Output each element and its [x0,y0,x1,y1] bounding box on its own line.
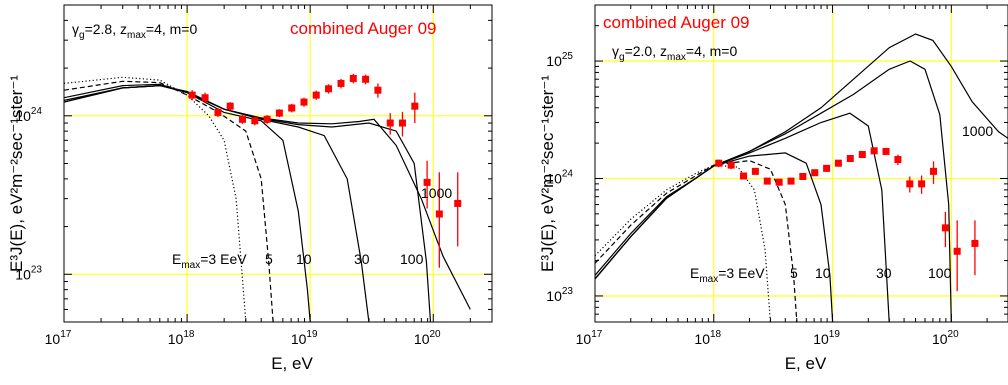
y-tick-label-2: 1024 [15,106,42,124]
curve-label-5: 100 [928,265,952,281]
curve-label-4: 30 [354,251,370,267]
data-point-13 [858,151,866,159]
chart-panel-2: 1017 1018 1019 1020 1023 1024 1025 E, eV E³J(E),… [538,4,1008,373]
y-axis-label: E³J(E), eV²m⁻²sec⁻¹ster⁻¹ [538,75,557,272]
data-point-17 [386,119,394,127]
x-tick-label-4: 1020 [414,329,441,347]
data-point-8 [275,109,283,117]
data-point-15 [882,147,890,155]
data-point-14 [349,74,357,82]
curve-label-3: 10 [815,265,831,281]
data-point-1 [188,91,196,99]
model-curve-4 [595,112,890,322]
y-tick-label-1: 1023 [546,286,573,304]
y-tick-label-3: 1025 [546,51,573,69]
data-point-9 [811,169,819,177]
x-axis-label: E, eV [785,354,827,373]
data-point-20 [941,224,949,232]
data-point-3 [740,172,748,180]
model-curve-6 [595,33,1008,280]
y-tick-label-2: 1024 [546,168,573,186]
data-point-14 [870,147,878,155]
data-point-16 [374,86,382,94]
data-point-6 [251,117,259,125]
curve-label-1: Emax=3 EeV [172,251,247,271]
data-point-17 [906,180,914,188]
curve-label-2: 5 [790,265,798,281]
chart-panel-1: 1017 1018 1019 1020 1023 1024 E, eV E³J(E), eV²… [7,4,493,373]
x-axis-label: E, eV [271,354,313,373]
data-point-5 [239,115,247,123]
legend-label: combined Auger 09 [603,13,750,32]
model-curve-5 [595,60,952,322]
model-curve-6 [64,84,471,310]
y-tick-label-1: 1023 [15,264,42,282]
data-point-3 [214,108,222,116]
x-tick-label-1: 1017 [576,329,603,347]
curve-label-3: 10 [296,251,312,267]
data-point-1 [715,159,723,167]
curves [595,33,1008,322]
x-tick-label-3: 1019 [813,329,840,347]
data-point-20 [423,178,431,186]
curve-label-5: 100 [400,251,424,267]
data-point-7 [263,115,271,123]
x-tick-label-2: 1018 [168,329,195,347]
data-point-10 [300,98,308,106]
model-curve-1 [595,164,771,322]
curve-label-6: 1000 [962,123,993,139]
data-point-11 [312,91,320,99]
curve-label-2: 5 [265,251,273,267]
data-point-7 [787,177,795,185]
data-point-9 [288,104,296,112]
curve-label-4: 30 [876,265,892,281]
curve-label-6: 1000 [421,185,452,201]
model-curve-3 [595,152,834,322]
data-point-10 [823,164,831,172]
plot-frame [594,4,1008,323]
data-point-18 [398,119,406,127]
data-point-13 [337,79,345,87]
x-tick-label-4: 1020 [932,329,959,347]
data-point-21 [435,210,443,218]
data-point-2 [201,94,209,102]
data-point-19 [930,167,938,175]
param-label: γg=2.0, zmax=4, m=0 [612,43,737,63]
curves [64,76,471,322]
x-tick-label-2: 1018 [694,329,721,347]
data-points [715,147,979,292]
data-point-6 [775,178,783,186]
data-point-18 [918,180,926,188]
data-point-12 [325,85,333,93]
curve-label-1: Emax=3 EeV [690,265,765,285]
data-point-8 [799,172,807,180]
data-point-12 [846,154,854,162]
data-point-22 [454,199,462,207]
data-point-21 [953,247,961,255]
data-point-15 [362,75,370,83]
data-point-5 [763,177,771,185]
data-point-4 [226,102,234,110]
data-point-2 [727,161,735,169]
data-point-4 [751,167,759,175]
y-axis-label: E³J(E), eV²m⁻²sec⁻¹ster⁻¹ [7,75,26,272]
data-point-11 [834,159,842,167]
data-point-22 [971,239,979,247]
x-tick-label-3: 1019 [291,329,318,347]
legend-label: combined Auger 09 [290,19,437,38]
x-tick-label-1: 1017 [45,329,72,347]
model-curve-2 [595,159,798,322]
data-point-16 [894,156,902,164]
data-points [188,73,462,268]
model-curve-4 [64,84,370,322]
param-label: γg=2.8, zmax=4, m=0 [72,21,197,41]
data-point-19 [411,102,419,110]
